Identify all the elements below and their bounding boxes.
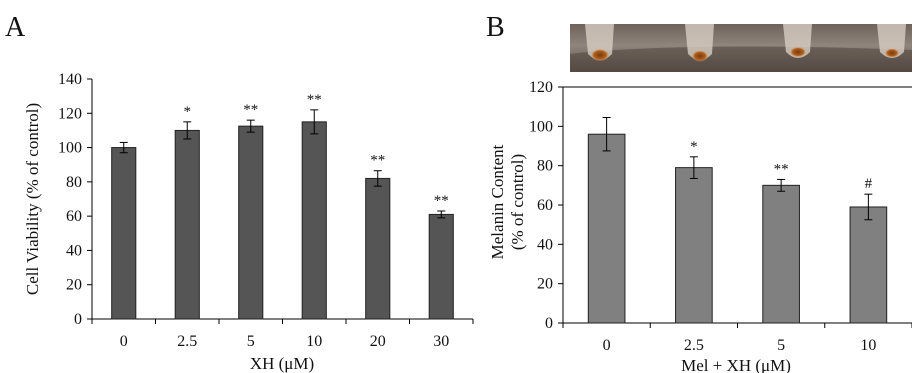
chartA-bar	[111, 147, 137, 320]
chartA-significance-label: **	[370, 153, 385, 169]
melanin-pellet-photo	[570, 24, 912, 72]
chartB-bar	[762, 184, 800, 324]
chartB-significance-label: #	[865, 176, 873, 192]
chart-b-y-label-line-1: Melanin Content	[488, 144, 507, 259]
chartB-significance-label: *	[690, 139, 698, 155]
chartB-y-tick-label: 0	[545, 315, 553, 332]
tube-2	[685, 24, 714, 62]
chart-a-x-ticks: 0 2.5 5 10 20 30	[91, 319, 474, 350]
chart-a-y-ticks: 0 20 40 60 80 100 120 140	[58, 71, 92, 328]
chartA-bar	[301, 121, 327, 320]
chartA-significance-label: **	[243, 102, 258, 118]
chartA-bar	[238, 125, 264, 320]
chartB-y-tick-label: 40	[537, 236, 553, 253]
chartB-y-tick-label: 60	[537, 197, 553, 214]
chartB-bar	[849, 206, 888, 324]
chartA-x-tick-label: 2.5	[177, 333, 197, 350]
chartB-bar	[675, 167, 713, 324]
chartA-y-tick-label: 120	[58, 105, 82, 122]
chartB-y-tick-label: 80	[537, 158, 553, 175]
chartB-significance-label: **	[774, 161, 789, 177]
chartB-x-tick-label: 0	[603, 337, 611, 354]
chartA-significance-label: **	[307, 92, 322, 108]
chartA-y-tick-label: 20	[66, 277, 82, 294]
chartA-x-tick-label: 0	[120, 333, 128, 350]
panel-b-label: B	[486, 12, 505, 43]
chart-a-bars: * ********	[111, 92, 454, 320]
tube-4	[877, 24, 906, 58]
chartA-significance-label: *	[184, 104, 192, 120]
chartB-y-tick-label: 120	[529, 79, 553, 96]
tube-1	[585, 24, 614, 61]
chart-b-y-label-line-2: (% of control)	[508, 154, 527, 250]
chartA-x-tick-label: 20	[370, 333, 386, 350]
chartB-y-tick-label: 100	[529, 118, 553, 135]
chartB-y-tick-label: 20	[537, 276, 553, 293]
chartA-y-tick-label: 140	[58, 71, 82, 88]
chartB-bar	[587, 133, 626, 324]
chart-b-bars: ***#	[587, 116, 888, 324]
chartA-bar	[365, 177, 391, 320]
panel-a-label: A	[5, 12, 26, 43]
chartA-y-tick-label: 0	[74, 311, 82, 328]
chartA-x-tick-label: 10	[306, 333, 322, 350]
chartA-y-tick-label: 100	[58, 140, 82, 157]
chartA-x-tick-label: 5	[247, 333, 255, 350]
chartA-significance-label: **	[434, 193, 449, 209]
chartA-bar	[174, 129, 200, 320]
chartB-x-tick-label: 5	[777, 337, 785, 354]
panel-b: B 0 20 40 60	[486, 12, 912, 373]
chart-b-y-ticks: 0 20 40 60 80 100 120	[529, 79, 563, 332]
chartA-bar	[428, 213, 454, 320]
chartA-y-tick-label: 60	[66, 208, 82, 225]
chartA-x-tick-label: 30	[433, 333, 449, 350]
chart-a-y-label: Cell Viability (% of control)	[23, 103, 42, 295]
chartA-y-tick-label: 80	[66, 174, 82, 191]
chartB-x-tick-label: 10	[860, 337, 876, 354]
chart-a-x-label: XH (μM)	[250, 354, 314, 373]
chartB-x-tick-label: 2.5	[684, 337, 704, 354]
tube-3	[783, 24, 812, 58]
chart-b-x-ticks: 0 2.5 5 10	[562, 323, 912, 354]
chart-b-x-label: Mel + XH (μM)	[681, 356, 791, 373]
chartA-y-tick-label: 40	[66, 242, 82, 259]
